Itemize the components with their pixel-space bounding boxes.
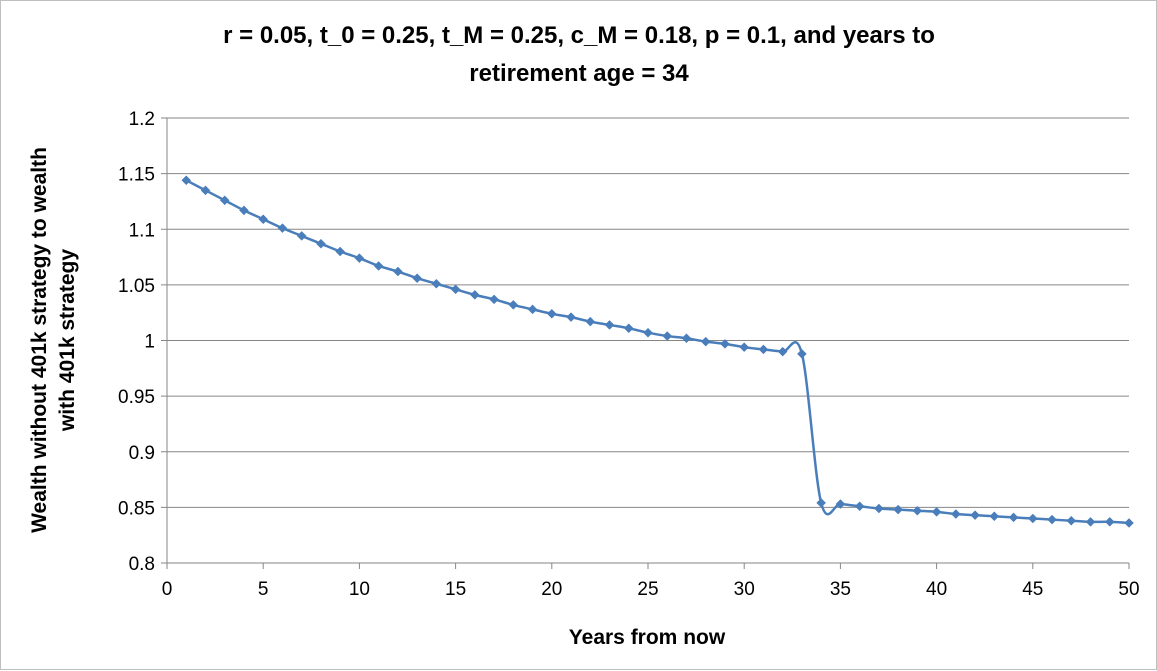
y-axis-title-line-2: with 401k strategy <box>56 249 79 432</box>
chart-title-line-1: r = 0.05, t_0 = 0.25, t_M = 0.25, c_M = … <box>223 22 935 49</box>
data-point-marker <box>354 253 365 264</box>
data-point-marker <box>720 338 730 349</box>
y-tick-label: 1.2 <box>129 109 155 130</box>
y-axis-title: Wealth without 401k strategy to wealth w… <box>28 147 79 533</box>
data-point-marker <box>489 294 499 305</box>
data-point-marker <box>1008 512 1019 523</box>
y-tick-label: 0.95 <box>118 387 155 408</box>
x-tick-labels: 0 5 10 15 20 25 30 35 40 45 50 <box>162 579 1140 600</box>
data-point-marker <box>412 273 422 284</box>
data-point-marker <box>700 336 711 347</box>
data-point-marker <box>758 344 769 355</box>
data-point-marker <box>1104 516 1115 527</box>
data-point-marker <box>335 246 346 257</box>
data-point-marker <box>874 503 884 514</box>
data-point-marker <box>219 195 230 206</box>
y-tick-label: 1.15 <box>118 165 155 186</box>
x-tick-label: 25 <box>637 579 658 600</box>
data-point-marker <box>527 304 538 315</box>
data-point-marker <box>643 327 653 338</box>
data-point-marker <box>181 175 192 186</box>
x-tick-label: 0 <box>162 579 173 600</box>
data-point-marker <box>912 505 923 516</box>
x-tick-label: 40 <box>926 579 947 600</box>
data-point-marker <box>1124 518 1134 528</box>
data-point-marker <box>585 316 596 327</box>
data-point-marker <box>1066 515 1077 526</box>
y-tick-label: 1.1 <box>129 220 155 241</box>
x-tick-label: 5 <box>258 579 269 600</box>
data-point-marker <box>1027 513 1038 524</box>
data-point-marker <box>277 223 288 233</box>
x-axis-title: Years from now <box>569 626 726 649</box>
x-tick-label: 15 <box>445 579 466 600</box>
data-point-marker <box>1085 516 1096 527</box>
data-point-marker <box>200 185 211 196</box>
data-point-marker <box>239 205 249 216</box>
data-point-marker <box>662 331 673 341</box>
chart-title-line-2: retirement age = 34 <box>469 60 689 87</box>
x-tick-label: 35 <box>830 579 851 600</box>
data-point-marker <box>373 261 384 271</box>
x-tick-label: 30 <box>734 579 755 600</box>
x-tick-label: 45 <box>1022 579 1043 600</box>
y-tick-label: 1.05 <box>118 276 155 297</box>
data-point-marker <box>816 498 827 508</box>
data-point-marker <box>546 308 557 319</box>
data-point-marker <box>950 509 961 519</box>
x-tick-label: 10 <box>349 579 370 600</box>
data-point-marker <box>393 266 403 277</box>
y-tick-labels: 0.8 0.85 0.9 0.95 1 1.05 1.1 1.15 1.2 <box>118 109 155 575</box>
data-point-marker <box>835 499 846 509</box>
data-point-marker <box>854 501 865 512</box>
data-point-marker <box>989 511 1000 522</box>
y-tick-label: 0.85 <box>118 498 155 519</box>
data-point-marker <box>469 290 480 300</box>
data-point-marker <box>623 323 634 334</box>
data-point-marker <box>739 342 750 353</box>
data-point-marker <box>431 278 442 289</box>
y-tick-label: 0.9 <box>129 443 155 464</box>
data-point-marker <box>508 300 519 310</box>
data-point-marker <box>931 506 942 517</box>
data-point-marker <box>681 333 692 344</box>
series-group <box>181 175 1134 528</box>
data-point-marker <box>258 214 269 225</box>
data-point-marker <box>777 346 788 357</box>
data-point-marker <box>970 510 980 521</box>
series-line <box>185 179 1130 525</box>
data-point-marker <box>316 238 326 249</box>
data-point-marker <box>1047 514 1057 525</box>
x-tick-label: 50 <box>1118 579 1139 600</box>
x-tick-label: 20 <box>541 579 562 600</box>
axes <box>161 117 1130 569</box>
data-point-marker <box>797 348 807 359</box>
data-point-marker <box>604 320 615 330</box>
data-point-marker <box>296 231 307 241</box>
gridlines <box>167 117 1129 508</box>
data-point-marker <box>450 284 461 295</box>
data-point-marker <box>566 312 576 322</box>
y-tick-label: 1 <box>144 332 155 353</box>
y-axis-title-line-1: Wealth without 401k strategy to wealth <box>28 147 51 533</box>
data-point-marker <box>893 504 903 515</box>
y-tick-label: 0.8 <box>129 554 155 575</box>
